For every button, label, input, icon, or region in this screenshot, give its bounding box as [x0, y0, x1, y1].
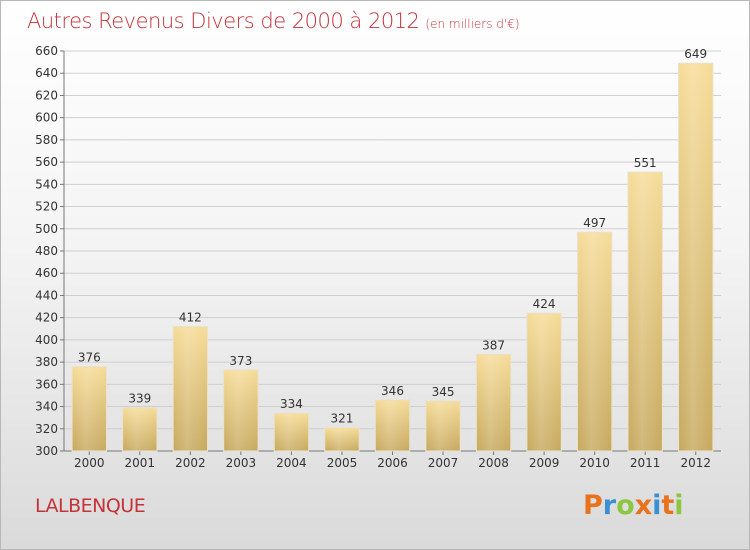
y-tick-label: 360	[35, 377, 58, 391]
x-tick-label-2001: 2001	[125, 456, 156, 470]
chart-subtitle: (en milliers d'€)	[425, 17, 520, 31]
data-label-2005: 321	[331, 412, 354, 426]
bar-highlight	[426, 402, 460, 451]
bar-highlight	[629, 173, 662, 451]
data-label-2004: 334	[280, 397, 303, 411]
bar-highlight	[73, 367, 106, 451]
data-label-2009: 424	[533, 297, 556, 311]
bar-highlight	[376, 400, 409, 451]
bar-highlight	[325, 428, 359, 451]
bar-layer	[71, 62, 714, 452]
y-tick-label: 300	[35, 444, 58, 458]
y-tick-label: 540	[35, 177, 58, 191]
y-tick-label: 520	[35, 200, 58, 214]
logo-letter: i	[652, 490, 662, 521]
y-tick-label: 480	[35, 244, 58, 258]
y-tick-label: 580	[35, 133, 58, 147]
label-layer: 376 339 412 373 334 321 346 345 387 424 497 551 649	[78, 47, 707, 425]
x-tick-label-2009: 2009	[529, 456, 560, 470]
y-tick-label: 400	[35, 333, 58, 347]
data-label-2011: 551	[634, 156, 657, 170]
y-tick-label: 340	[35, 400, 58, 414]
axis-layer: 300 320 340 360 380 400 420 440 460 480 500 520 540 5…	[35, 44, 721, 470]
logo-letter: t	[661, 490, 675, 521]
chart-title: Autres Revenus Divers de 2000 à 2012 (en …	[27, 9, 520, 33]
x-tick-label-2002: 2002	[175, 456, 206, 470]
x-tick-label-2006: 2006	[377, 456, 408, 470]
data-label-2008: 387	[482, 338, 505, 352]
x-tick-label-2010: 2010	[579, 456, 610, 470]
y-tick-label: 320	[35, 422, 58, 436]
data-label-2001: 339	[128, 392, 151, 406]
logo-letter: P	[583, 490, 603, 521]
y-tick-label: 500	[35, 222, 58, 236]
bar-highlight	[123, 408, 156, 451]
y-tick-label: 560	[35, 155, 58, 169]
x-tick-label-2005: 2005	[327, 456, 358, 470]
y-tick-label: 600	[35, 111, 58, 125]
bar-highlight	[679, 64, 712, 451]
x-tick-label-2012: 2012	[680, 456, 711, 470]
data-label-2006: 346	[381, 384, 404, 398]
logo-letter: o	[616, 490, 635, 521]
proxiti-logo: Proxiti	[583, 490, 684, 521]
y-tick-label: 640	[35, 66, 58, 80]
x-tick-label-2004: 2004	[276, 456, 307, 470]
y-tick-label: 660	[35, 44, 58, 58]
x-tick-label-2003: 2003	[226, 456, 257, 470]
bar-highlight	[527, 314, 561, 451]
x-tick-label-2011: 2011	[630, 456, 661, 470]
data-label-2002: 412	[179, 311, 202, 325]
x-tick-label-2000: 2000	[74, 456, 105, 470]
data-label-2010: 497	[583, 216, 606, 230]
bar-highlight	[578, 233, 611, 451]
data-label-2003: 373	[229, 354, 252, 368]
logo-letter: i	[674, 490, 684, 521]
y-tick-label: 420	[35, 311, 58, 325]
y-tick-label: 380	[35, 355, 58, 369]
y-tick-label: 440	[35, 288, 58, 302]
bar-highlight	[275, 414, 308, 451]
x-tick-label-2007: 2007	[428, 456, 459, 470]
data-label-2007: 345	[432, 385, 455, 399]
logo-letter: x	[634, 490, 653, 521]
y-tick-label: 460	[35, 266, 58, 280]
bar-highlight	[477, 355, 510, 451]
x-tick-label-2008: 2008	[478, 456, 509, 470]
bar-highlight	[174, 327, 207, 451]
place-name: LALBENQUE	[35, 495, 146, 517]
bar-highlight	[224, 370, 258, 451]
y-tick-label: 620	[35, 88, 58, 102]
chart-title-text: Autres Revenus Divers de 2000 à 2012	[27, 9, 420, 33]
data-label-2012: 649	[684, 47, 707, 61]
data-label-2000: 376	[78, 351, 101, 365]
logo-letter: r	[602, 490, 617, 521]
